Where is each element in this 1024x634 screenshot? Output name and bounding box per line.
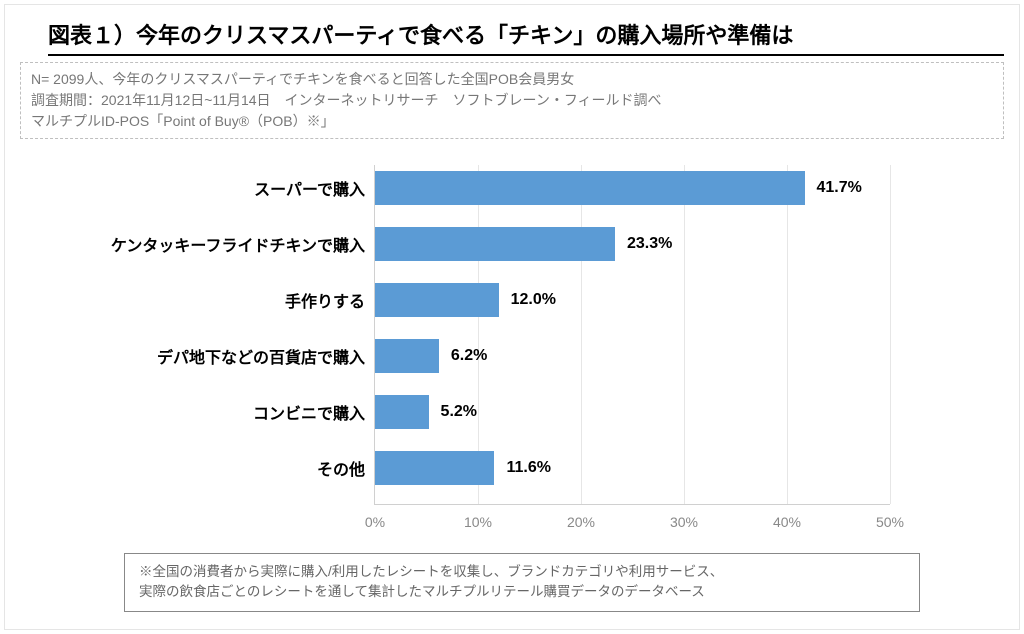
x-tick-label: 20% [567, 514, 595, 530]
bar-value-label: 6.2% [451, 347, 487, 365]
x-tick-label: 30% [670, 514, 698, 530]
bar-category-label: 手作りする [75, 288, 365, 312]
meta-line-2: 調査期間：2021年11月12日~11月14日 インターネットリサーチ ソフトブ… [31, 90, 993, 111]
bar [375, 227, 615, 261]
bar-category-label: その他 [75, 456, 365, 480]
bar-category-label: デパ地下などの百貨店で購入 [75, 344, 365, 368]
bar-value-label: 23.3% [627, 235, 672, 253]
x-tick-label: 50% [876, 514, 904, 530]
bar-value-label: 11.6% [506, 459, 550, 477]
bar-row: その他11.6% [375, 451, 890, 485]
footnote-line-1: ※全国の消費者から実際に購入/利用したレシートを収集し、ブランドカテゴリや利用サ… [139, 562, 905, 582]
meta-box: N= 2099人、今年のクリスマスパーティでチキンを食べると回答した全国POB会… [20, 62, 1004, 139]
bar-category-label: スーパーで購入 [75, 176, 365, 200]
chart-area: 0%10%20%30%40%50%スーパーで購入41.7%ケンタッキーフライドチ… [74, 165, 950, 545]
x-tick-label: 10% [464, 514, 492, 530]
bar-value-label: 5.2% [441, 403, 477, 421]
plot-region: 0%10%20%30%40%50%スーパーで購入41.7%ケンタッキーフライドチ… [374, 165, 890, 505]
footnote-box: ※全国の消費者から実際に購入/利用したレシートを収集し、ブランドカテゴリや利用サ… [124, 553, 920, 612]
footnote-line-2: 実際の飲食店ごとのレシートを通して集計したマルチプルリテール購買データのデータベ… [139, 582, 905, 602]
bar-row: デパ地下などの百貨店で購入6.2% [375, 339, 890, 373]
x-tick-label: 40% [773, 514, 801, 530]
bar [375, 171, 805, 205]
bar-row: スーパーで購入41.7% [375, 171, 890, 205]
chart-title: 図表１）今年のクリスマスパーティで食べる「チキン」の購入場所や準備は [48, 18, 1004, 56]
bar-value-label: 41.7% [817, 179, 862, 197]
x-tick-label: 0% [365, 514, 385, 530]
bar-row: コンビニで購入5.2% [375, 395, 890, 429]
grid-line [890, 165, 891, 504]
meta-line-3: マルチプルID-POS「Point of Buy®（POB）※」 [31, 111, 993, 132]
bar [375, 451, 494, 485]
bar [375, 395, 429, 429]
bar [375, 283, 499, 317]
meta-line-1: N= 2099人、今年のクリスマスパーティでチキンを食べると回答した全国POB会… [31, 69, 993, 90]
bar-row: 手作りする12.0% [375, 283, 890, 317]
bar-category-label: コンビニで購入 [75, 400, 365, 424]
bar-row: ケンタッキーフライドチキンで購入23.3% [375, 227, 890, 261]
bar [375, 339, 439, 373]
bar-category-label: ケンタッキーフライドチキンで購入 [75, 232, 365, 256]
bar-value-label: 12.0% [511, 291, 556, 309]
